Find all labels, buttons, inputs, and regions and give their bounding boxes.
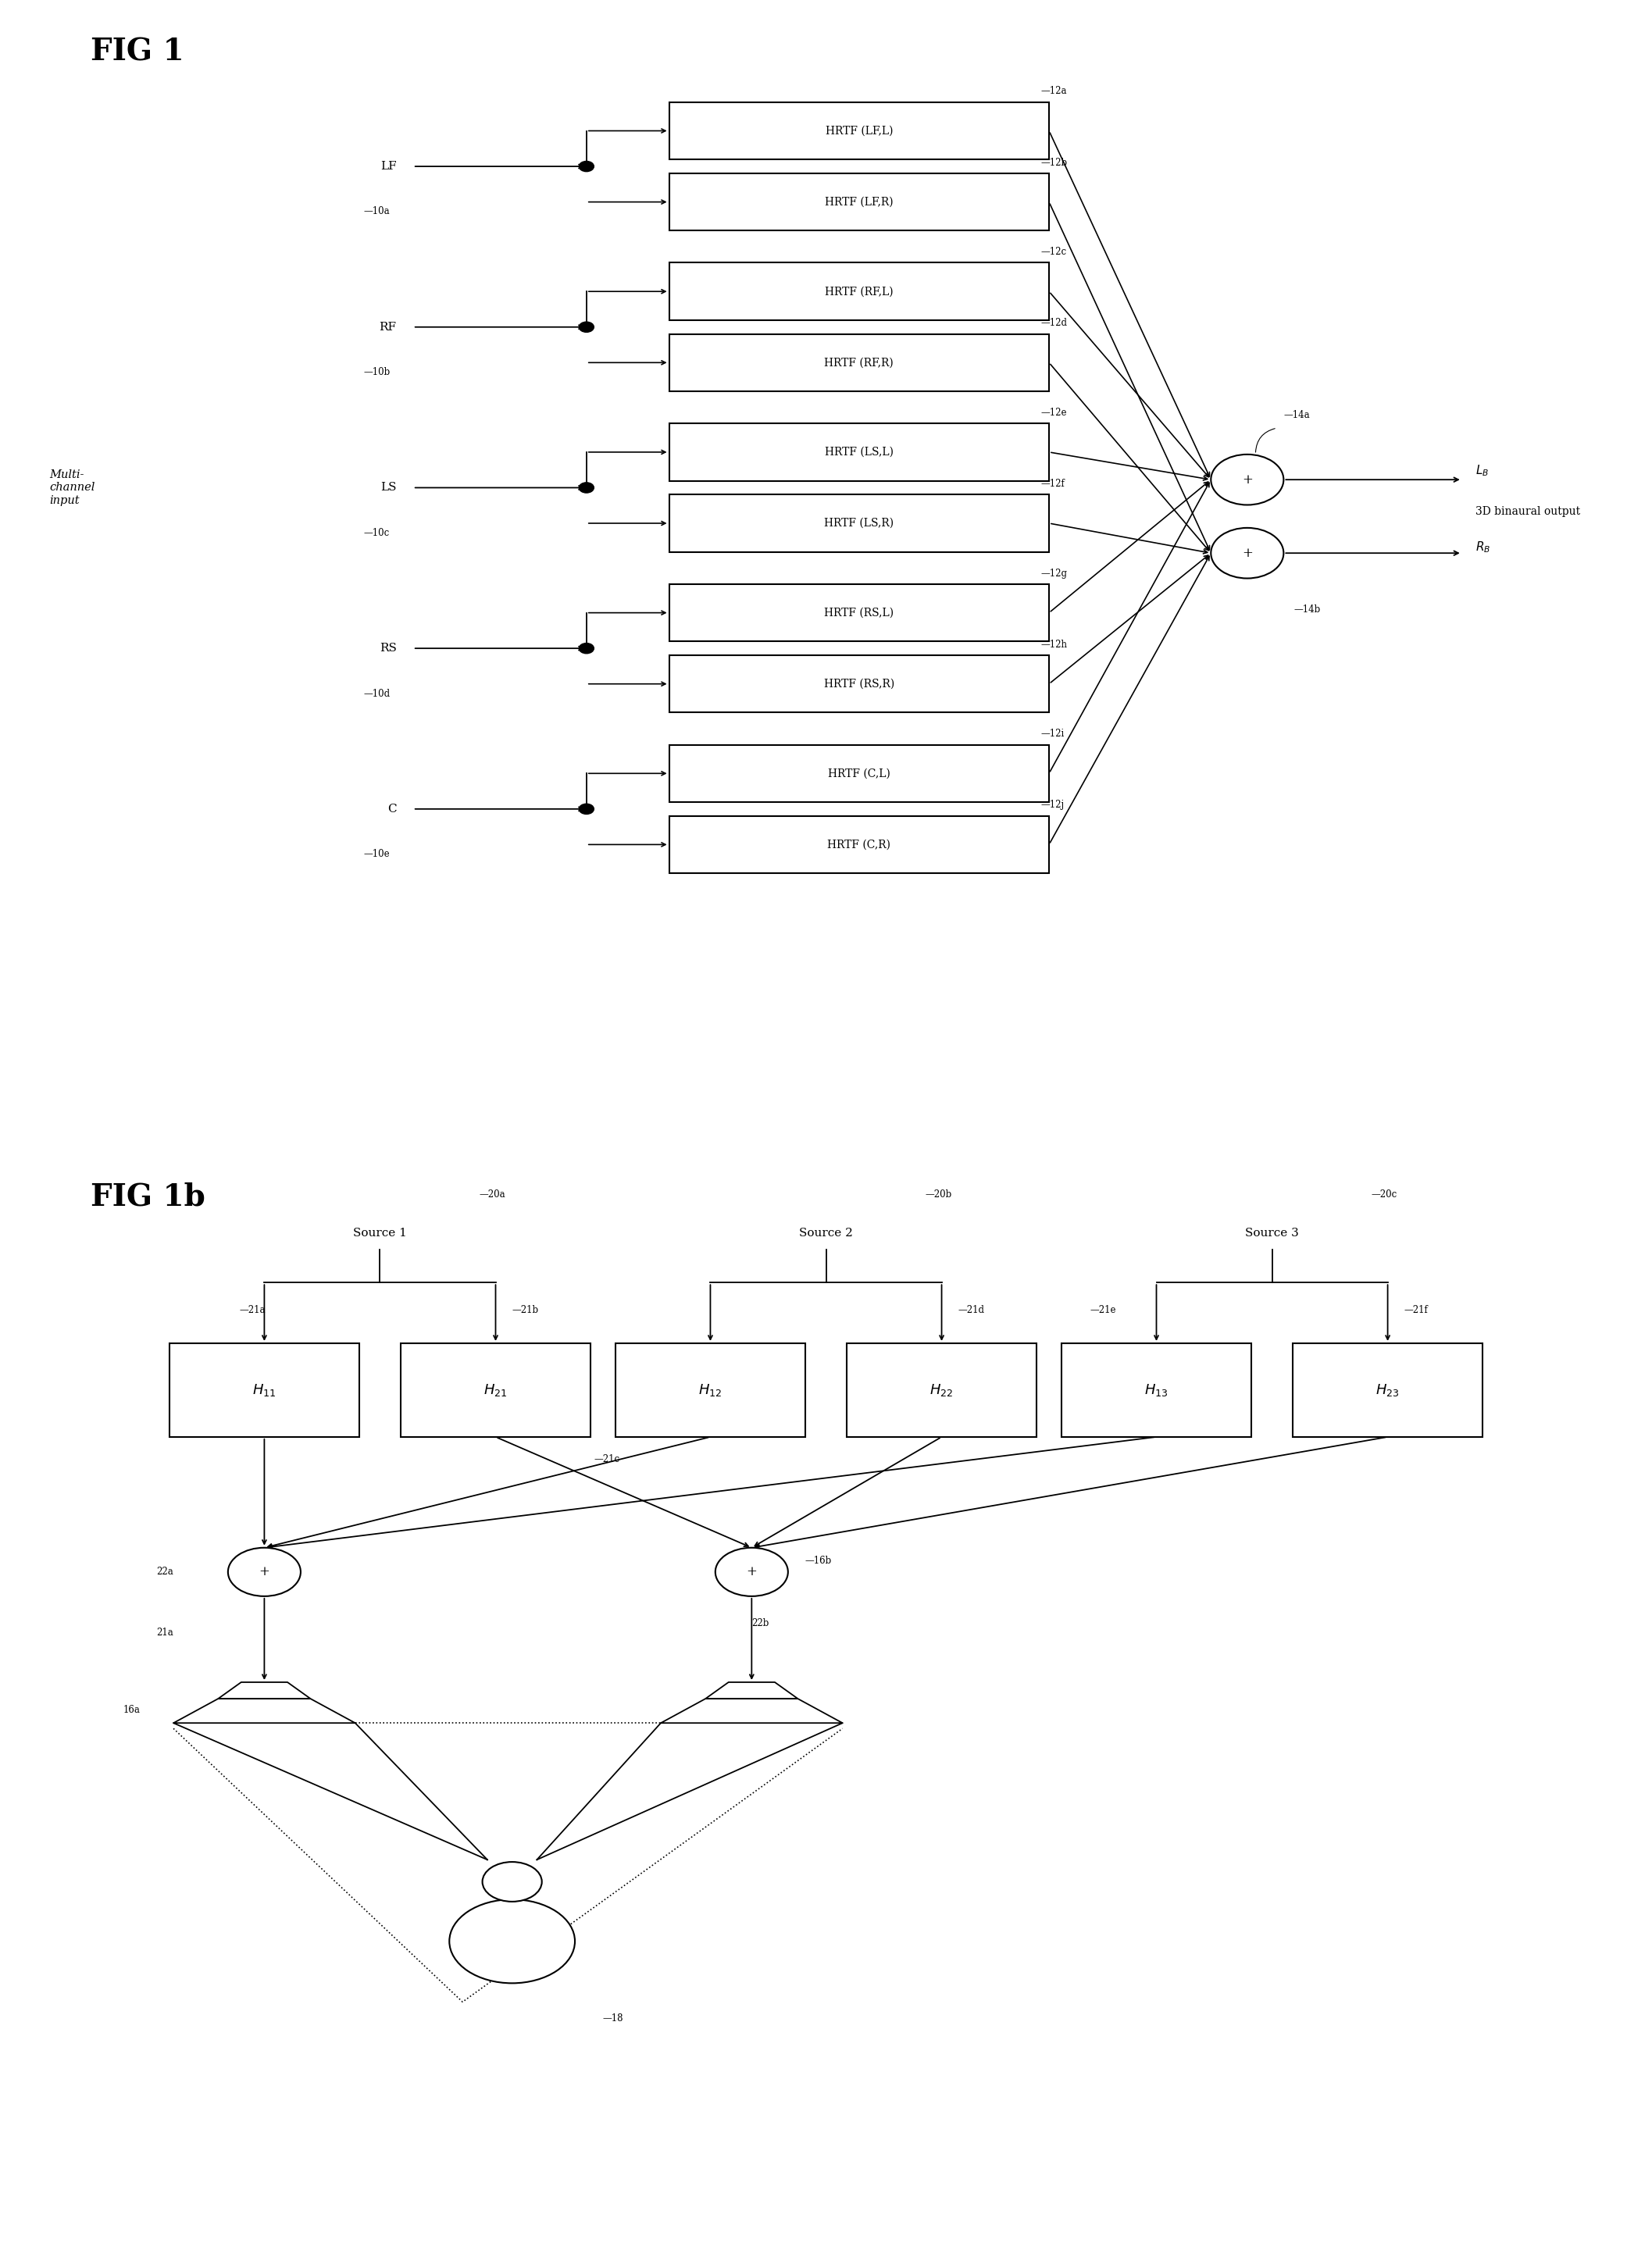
Bar bbox=[669, 745, 1049, 801]
Text: —21a: —21a bbox=[240, 1305, 266, 1316]
Text: —18: —18 bbox=[603, 2014, 624, 2023]
Text: +: + bbox=[259, 1566, 269, 1580]
Text: —10e: —10e bbox=[363, 848, 390, 859]
Text: $L_B$: $L_B$ bbox=[1475, 464, 1488, 477]
Polygon shape bbox=[173, 1699, 355, 1724]
Circle shape bbox=[578, 162, 595, 171]
Text: Multi-
channel
input: Multi- channel input bbox=[50, 470, 96, 506]
Text: —14a: —14a bbox=[1284, 410, 1310, 421]
Text: —21e: —21e bbox=[1090, 1305, 1117, 1316]
Text: 16a: 16a bbox=[124, 1706, 140, 1714]
Circle shape bbox=[449, 1899, 575, 1982]
Bar bbox=[669, 817, 1049, 873]
Text: HRTF (LF,R): HRTF (LF,R) bbox=[824, 196, 894, 207]
Text: +: + bbox=[1242, 472, 1252, 486]
Bar bbox=[669, 101, 1049, 160]
Text: FIG 1: FIG 1 bbox=[91, 36, 185, 68]
Text: —20a: —20a bbox=[479, 1190, 506, 1199]
Text: HRTF (LS,R): HRTF (LS,R) bbox=[824, 518, 894, 529]
Text: $H_{21}$: $H_{21}$ bbox=[484, 1382, 507, 1397]
Text: Source 1: Source 1 bbox=[354, 1228, 406, 1238]
Text: C: C bbox=[388, 803, 396, 814]
Text: —16b: —16b bbox=[805, 1555, 831, 1566]
Text: HRTF (RS,L): HRTF (RS,L) bbox=[824, 608, 894, 619]
Text: HRTF (RF,R): HRTF (RF,R) bbox=[824, 358, 894, 369]
Circle shape bbox=[482, 1863, 542, 1901]
Text: +: + bbox=[747, 1566, 757, 1580]
Circle shape bbox=[578, 482, 595, 493]
Bar bbox=[669, 173, 1049, 232]
Text: $H_{13}$: $H_{13}$ bbox=[1145, 1382, 1168, 1397]
Bar bbox=[1061, 1343, 1252, 1438]
Text: $H_{23}$: $H_{23}$ bbox=[1376, 1382, 1399, 1397]
Text: —10b: —10b bbox=[363, 367, 390, 378]
Text: 22a: 22a bbox=[157, 1566, 173, 1577]
Circle shape bbox=[578, 322, 595, 333]
Text: —21c: —21c bbox=[593, 1454, 620, 1465]
Text: $H_{22}$: $H_{22}$ bbox=[930, 1382, 953, 1397]
Text: RF: RF bbox=[380, 322, 396, 333]
Bar bbox=[615, 1343, 806, 1438]
Text: —20b: —20b bbox=[925, 1190, 952, 1199]
Text: $R_B$: $R_B$ bbox=[1475, 540, 1490, 556]
Circle shape bbox=[1211, 529, 1284, 578]
Text: —12e: —12e bbox=[1041, 407, 1067, 418]
Text: HRTF (C,L): HRTF (C,L) bbox=[828, 767, 890, 778]
Text: Source 3: Source 3 bbox=[1246, 1228, 1298, 1238]
Text: $H_{11}$: $H_{11}$ bbox=[253, 1382, 276, 1397]
Text: RS: RS bbox=[380, 643, 396, 655]
Text: HRTF (LS,L): HRTF (LS,L) bbox=[824, 448, 894, 457]
Text: $H_{12}$: $H_{12}$ bbox=[699, 1382, 722, 1397]
Text: 22b: 22b bbox=[752, 1618, 770, 1629]
Text: —14b: —14b bbox=[1294, 605, 1320, 614]
Text: —10a: —10a bbox=[363, 207, 390, 216]
Text: —21b: —21b bbox=[512, 1305, 539, 1316]
Polygon shape bbox=[218, 1683, 311, 1699]
Text: —10d: —10d bbox=[363, 688, 390, 700]
Polygon shape bbox=[661, 1699, 843, 1724]
Text: —12g: —12g bbox=[1041, 569, 1067, 578]
Circle shape bbox=[578, 803, 595, 814]
Bar bbox=[669, 585, 1049, 641]
Text: HRTF (RF,L): HRTF (RF,L) bbox=[824, 286, 894, 297]
Bar bbox=[669, 423, 1049, 482]
Circle shape bbox=[578, 643, 595, 652]
Text: HRTF (C,R): HRTF (C,R) bbox=[828, 839, 890, 850]
Circle shape bbox=[1211, 454, 1284, 504]
Bar bbox=[169, 1343, 358, 1438]
Bar bbox=[846, 1343, 1037, 1438]
Text: Source 2: Source 2 bbox=[800, 1228, 852, 1238]
Bar bbox=[669, 263, 1049, 320]
Text: HRTF (RS,R): HRTF (RS,R) bbox=[824, 680, 894, 688]
Text: 21a: 21a bbox=[157, 1627, 173, 1638]
Text: LF: LF bbox=[380, 162, 396, 171]
Circle shape bbox=[228, 1548, 301, 1595]
Text: —12b: —12b bbox=[1041, 158, 1067, 166]
Bar bbox=[1292, 1343, 1482, 1438]
Text: 3D binaural output: 3D binaural output bbox=[1475, 506, 1579, 518]
Bar bbox=[669, 495, 1049, 551]
Text: —12i: —12i bbox=[1041, 729, 1064, 738]
Text: —12a: —12a bbox=[1041, 86, 1067, 97]
Text: HRTF (LF,L): HRTF (LF,L) bbox=[826, 126, 892, 137]
Bar bbox=[669, 333, 1049, 392]
Text: —12f: —12f bbox=[1041, 479, 1066, 488]
Circle shape bbox=[715, 1548, 788, 1595]
Text: —20c: —20c bbox=[1371, 1190, 1398, 1199]
Text: —12h: —12h bbox=[1041, 639, 1067, 650]
Polygon shape bbox=[705, 1683, 798, 1699]
Text: —12j: —12j bbox=[1041, 801, 1064, 810]
Bar bbox=[400, 1343, 591, 1438]
Bar bbox=[669, 655, 1049, 713]
Text: —21f: —21f bbox=[1404, 1305, 1429, 1316]
Text: +: + bbox=[1242, 547, 1252, 560]
Text: —12c: —12c bbox=[1041, 248, 1067, 256]
Text: —21d: —21d bbox=[958, 1305, 985, 1316]
Text: —10c: —10c bbox=[363, 529, 390, 538]
Text: FIG 1b: FIG 1b bbox=[91, 1181, 205, 1213]
Text: LS: LS bbox=[380, 482, 396, 493]
Text: —12d: —12d bbox=[1041, 317, 1067, 328]
